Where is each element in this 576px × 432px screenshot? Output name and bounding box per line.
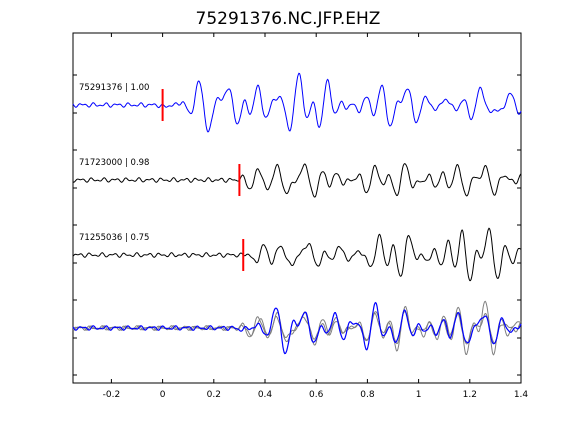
x-tick-label-6: 1 — [416, 390, 422, 400]
x-tick-label-7: 1.2 — [463, 390, 477, 400]
x-tick-label-1: 0 — [160, 390, 166, 400]
overlay-line-2 — [72, 301, 522, 355]
trace-line-2 — [72, 227, 522, 282]
trace-line-0 — [72, 72, 522, 133]
waveform-traces: 75291376 | 1.00 71723000 | 0.98 71255036 |… — [72, 72, 522, 356]
trace-line-1 — [72, 163, 522, 198]
trace-label-2: 71255036 | 0.75 — [79, 233, 149, 243]
x-tick-label-5: 0.8 — [360, 390, 375, 400]
x-tick-label-0: -0.2 — [103, 390, 121, 400]
plot-frame — [72, 32, 522, 384]
x-tick-label-3: 0.4 — [258, 390, 273, 400]
trace-label-0: 75291376 | 1.00 — [79, 83, 149, 93]
stacked-overlay — [72, 300, 522, 356]
trace-1: 71723000 | 0.98 — [72, 158, 522, 198]
x-tick-label-2: 0.2 — [207, 390, 221, 400]
x-axis: -0.2 0 0.2 0.4 0.6 0.8 1 1.2 1.4 — [103, 33, 529, 400]
trace-0: 75291376 | 1.00 — [72, 72, 522, 133]
trace-label-1: 71723000 | 0.98 — [79, 158, 149, 168]
x-tick-label-4: 0.6 — [309, 390, 324, 400]
x-tick-label-8: 1.4 — [514, 390, 529, 400]
trace-2: 71255036 | 0.75 — [72, 227, 522, 282]
chart-title: 75291376.NC.JFP.EHZ — [196, 9, 381, 29]
